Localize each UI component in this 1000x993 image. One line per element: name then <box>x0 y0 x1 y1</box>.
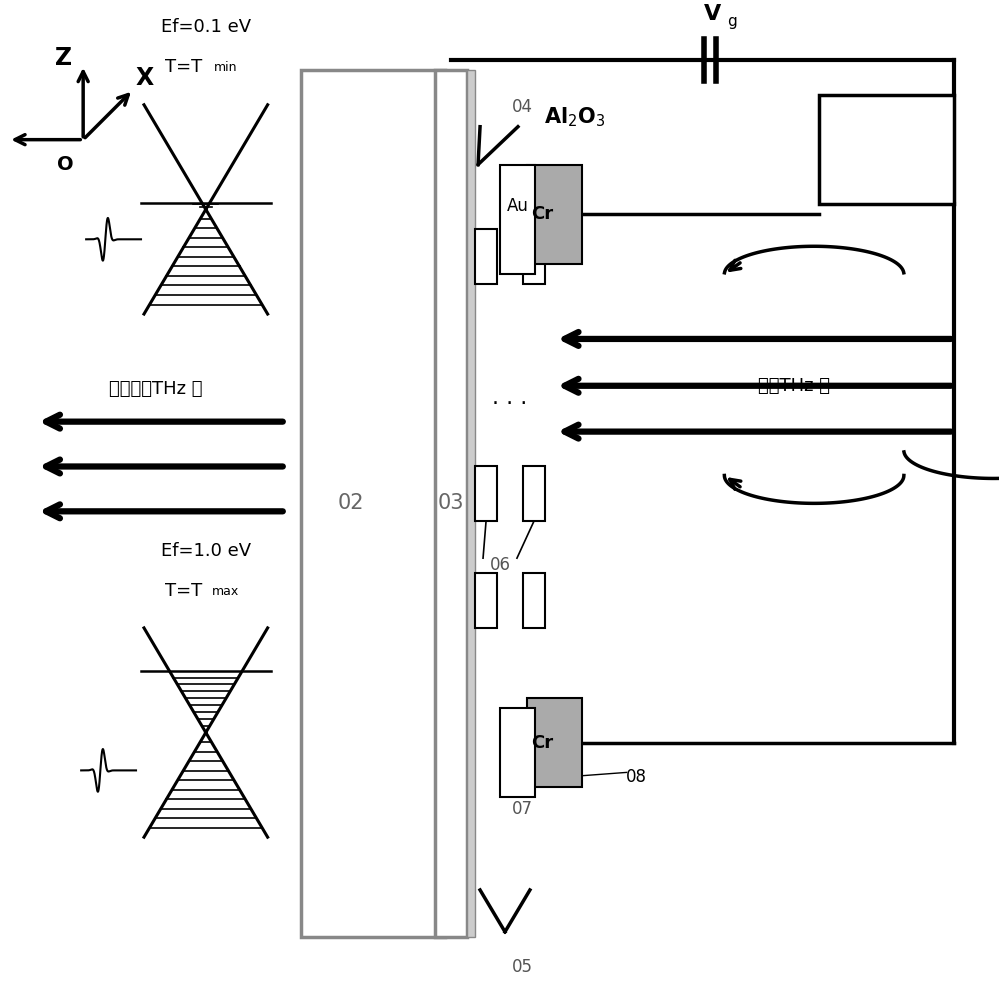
Bar <box>500 708 535 797</box>
Bar <box>301 70 445 936</box>
Text: Cr: Cr <box>531 734 553 752</box>
Bar <box>435 70 467 936</box>
Text: min: min <box>214 61 238 73</box>
Bar <box>527 698 582 787</box>
Bar <box>523 467 545 521</box>
Bar <box>523 229 545 284</box>
Text: X: X <box>136 66 154 90</box>
Text: Z: Z <box>55 46 72 70</box>
Text: · · ·: · · · <box>492 393 528 414</box>
Text: 07: 07 <box>511 800 532 818</box>
Text: Ef=1.0 eV: Ef=1.0 eV <box>161 542 251 560</box>
Text: 06: 06 <box>490 556 511 574</box>
Text: 入射THz 波: 入射THz 波 <box>758 376 830 395</box>
Text: g: g <box>727 14 737 29</box>
Text: Au: Au <box>507 198 528 215</box>
Text: Al$_2$O$_3$: Al$_2$O$_3$ <box>544 105 605 128</box>
Text: 05: 05 <box>511 957 532 976</box>
Text: Cr: Cr <box>531 206 553 223</box>
Bar <box>819 94 954 205</box>
Bar <box>500 165 535 274</box>
Text: 03: 03 <box>438 494 464 513</box>
Text: T=T: T=T <box>165 58 203 75</box>
Bar <box>527 165 582 264</box>
Bar <box>475 573 497 628</box>
Bar <box>475 229 497 284</box>
Text: 04: 04 <box>511 97 532 116</box>
Text: V: V <box>704 4 721 24</box>
Bar <box>523 573 545 628</box>
Text: Ef=0.1 eV: Ef=0.1 eV <box>161 18 251 36</box>
Text: 08: 08 <box>626 769 647 786</box>
Text: T=T: T=T <box>165 582 203 600</box>
Text: O: O <box>57 155 74 174</box>
Text: 调制后的THz 波: 调制后的THz 波 <box>109 379 203 398</box>
Bar <box>475 467 497 521</box>
Text: 02: 02 <box>338 494 364 513</box>
Text: max: max <box>212 585 239 598</box>
Bar <box>467 70 475 936</box>
